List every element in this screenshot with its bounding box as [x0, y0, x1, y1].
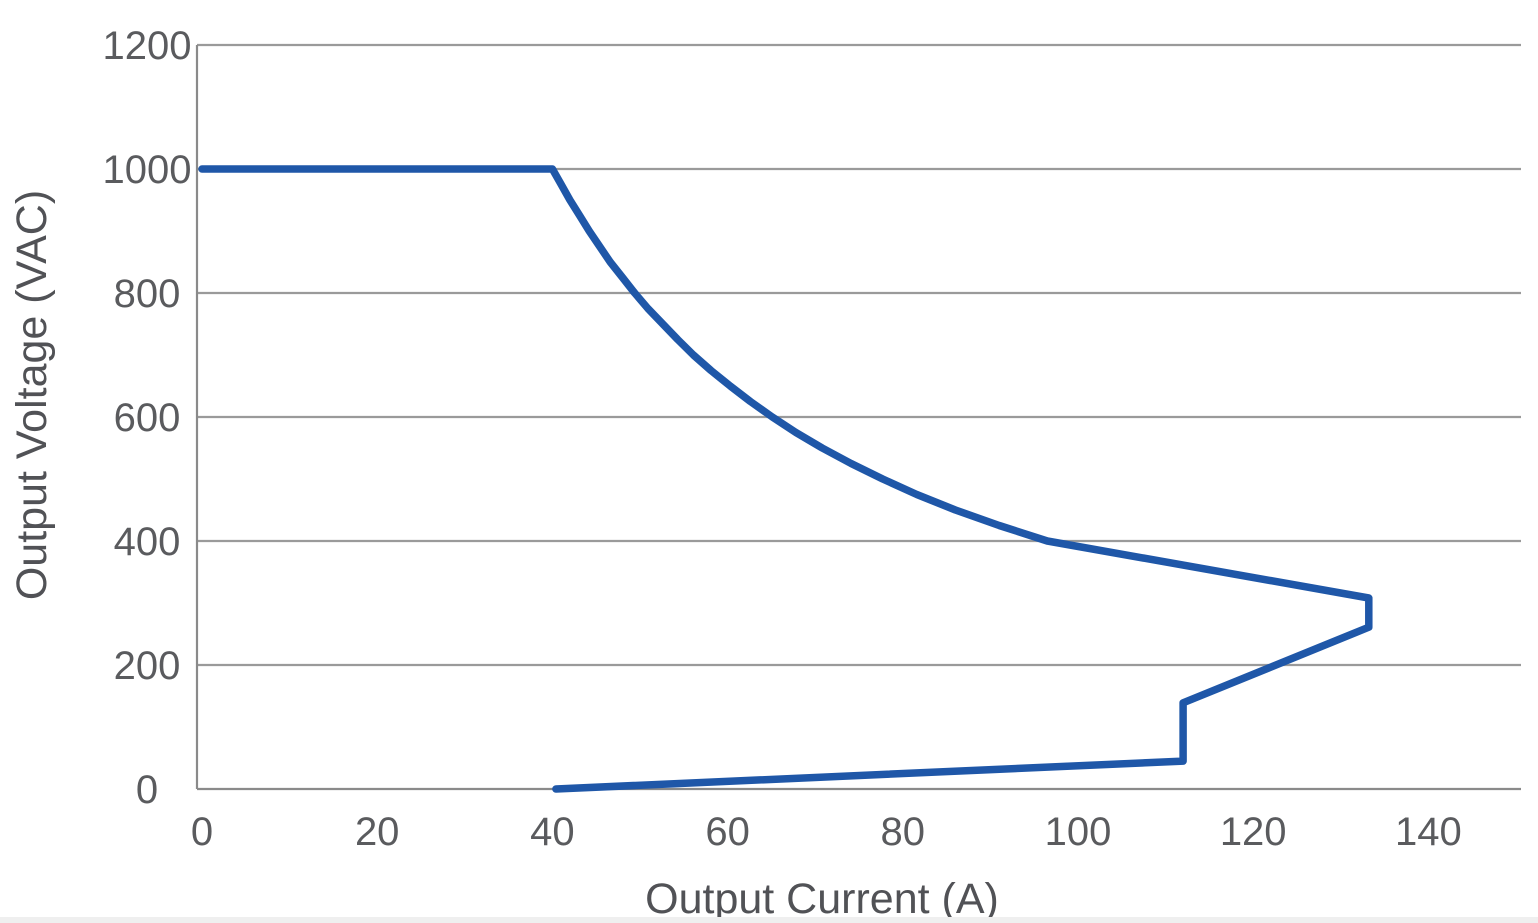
y-axis-title: Output Voltage (VAC) [8, 190, 56, 600]
gridlines [197, 43, 1521, 791]
x-tick-label-20: 20 [355, 810, 400, 854]
x-tick-label-140: 140 [1395, 810, 1462, 854]
x-tick-label-80: 80 [881, 810, 926, 854]
y-tick-label-1000: 1000 [103, 148, 192, 192]
x-tick-label-120: 120 [1220, 810, 1287, 854]
y-axis-tick-labels: 0 200 400 600 800 1000 1200 [103, 24, 192, 812]
vi-curve-line [198, 165, 1373, 793]
x-axis-title: Output Current (A) [645, 875, 999, 923]
y-tick-label-400: 400 [114, 520, 181, 564]
x-tick-label-60: 60 [705, 810, 750, 854]
x-tick-label-40: 40 [530, 810, 575, 854]
y-tick-label-600: 600 [114, 396, 181, 440]
y-tick-label-0: 0 [136, 768, 158, 812]
x-tick-label-100: 100 [1045, 810, 1112, 854]
bottom-edge-strip [0, 917, 1538, 923]
y-tick-label-1200: 1200 [103, 24, 192, 68]
y-tick-label-800: 800 [114, 272, 181, 316]
x-tick-label-0: 0 [191, 810, 213, 854]
y-tick-label-200: 200 [114, 644, 181, 688]
x-axis-tick-labels: 0 20 40 60 80 100 120 140 [191, 810, 1462, 854]
